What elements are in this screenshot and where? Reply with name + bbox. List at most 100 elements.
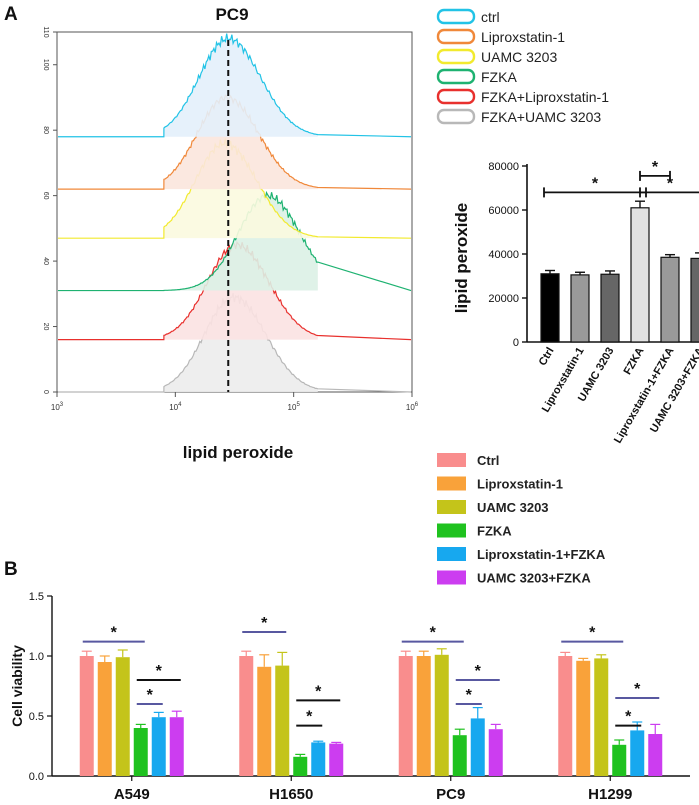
viability-category-label: H1650: [269, 786, 313, 803]
viability-bar: [79, 656, 94, 776]
viability-legend-label: FZKA: [477, 524, 512, 539]
histogram-x-tick-label: 103: [51, 402, 64, 412]
viability-bar: [648, 734, 663, 776]
viability-significance-star: *: [634, 681, 641, 698]
histogram-legend-label: FZKA: [481, 69, 517, 85]
histogram-legend-swatch: [436, 68, 476, 85]
viability-bar: [257, 666, 272, 776]
lipid-bar-significance-star: *: [667, 175, 674, 192]
viability-bar: [630, 730, 645, 776]
histogram-y-tick-label: 60: [42, 192, 49, 200]
viability-legend-swatch: [437, 476, 466, 491]
viability-legend-label: UAMC 3203+FZKA: [477, 571, 591, 586]
viability-legend-label: Liproxstatin-1: [477, 477, 563, 492]
viability-significance-star: *: [111, 625, 118, 642]
viability-significance-star: *: [156, 663, 163, 680]
viability-y-tick-label: 1.5: [29, 591, 44, 603]
viability-bar: [576, 660, 591, 776]
tick-exponent: 3: [60, 402, 64, 408]
lipid-bar-y-tick-label: 20000: [488, 293, 519, 305]
viability-significance-star: *: [475, 663, 482, 680]
viability-bar: [434, 654, 449, 776]
viability-legend-swatch: [437, 547, 466, 561]
histogram-fill-1: [163, 95, 318, 190]
viability-bar: [239, 656, 254, 776]
viability-bar: [594, 658, 609, 776]
histogram-legend-swatch: [436, 28, 476, 45]
viability-significance-star: *: [306, 709, 313, 726]
viability-legend-swatch: [437, 523, 466, 538]
viability-bar: [452, 735, 467, 776]
viability-significance-star: *: [261, 615, 268, 632]
tick-base: 10: [169, 403, 178, 412]
histogram-fill-0: [163, 33, 318, 137]
histogram-legend-swatch: [436, 88, 476, 105]
tick-exponent: 5: [296, 402, 300, 408]
viability-bar: [115, 657, 130, 776]
viability-bar: [416, 656, 431, 776]
viability-significance-star: *: [147, 687, 154, 704]
lipid-bar-y-tick-label: 60000: [488, 205, 519, 217]
histogram-legend-label: UAMC 3203: [481, 49, 557, 65]
viability-bar: [612, 744, 627, 776]
lipid-bar-y-tick-label: 80000: [488, 161, 519, 173]
histogram-y-tick-label: 20: [42, 323, 49, 331]
lipid-bar-ylabel: lipid peroxide: [452, 203, 471, 314]
lipid-bar-bar: [540, 273, 560, 343]
lipid-bar-chart: 020000400006000080000CtrlLiproxstatin-1U…: [488, 159, 699, 445]
histogram-line-0: [58, 33, 412, 138]
histogram-y-tick-label: 40: [42, 257, 49, 265]
viability-bar: [133, 728, 148, 776]
lipid-bar-bar: [630, 207, 650, 343]
lipid-bar-bar: [690, 257, 699, 343]
viability-bar: [558, 656, 573, 776]
histogram-legend-label: FZKA+UAMC 3203: [481, 109, 601, 125]
viability-bar: [275, 665, 290, 776]
histogram-y-tick-label: 110: [42, 26, 49, 37]
viability-bar: [293, 756, 308, 776]
tick-base: 10: [288, 403, 297, 412]
histogram-legend-label: Liproxstatin-1: [481, 29, 565, 45]
lipid-bar-bar: [570, 274, 590, 343]
histogram-y-tick-label: 0: [42, 390, 49, 394]
viability-legend-swatch: [437, 570, 466, 585]
viability-category-label: H1299: [588, 786, 632, 803]
viability-significance-star: *: [430, 625, 437, 642]
viability-legend-label: UAMC 3203: [477, 500, 549, 515]
tick-base: 10: [51, 403, 60, 412]
viability-legend-swatch: [437, 500, 466, 514]
viability-significance-star: *: [589, 625, 596, 642]
lipid-bar-category-label: Ctrl: [537, 346, 557, 368]
histogram-legend-swatch: [436, 8, 476, 25]
histogram-y-tick-label: 100: [42, 59, 49, 71]
viability-category-label: A549: [114, 786, 150, 803]
viability-bar: [398, 656, 413, 776]
viability-legend-label: Ctrl: [477, 453, 499, 468]
viability-legend-swatch: [437, 453, 466, 467]
panel-label-a: A: [4, 4, 18, 25]
viability-category-label: PC9: [436, 786, 465, 803]
histogram-title: PC9: [215, 5, 248, 24]
histogram-fill-5: [163, 293, 318, 392]
lipid-bar-bar: [660, 256, 680, 343]
viability-significance-star: *: [466, 687, 473, 704]
histogram-legend-swatch: [436, 108, 476, 125]
viability-bar: [470, 718, 485, 776]
histogram-xlabel: lipid peroxide: [183, 443, 294, 462]
lipid-bar-y-tick-label: 0: [513, 337, 519, 349]
panel-label-b: B: [4, 559, 18, 580]
histogram-fill-4: [163, 242, 318, 340]
viability-y-tick-label: 0.5: [29, 711, 44, 723]
histogram-legend-swatch: [436, 48, 476, 65]
tick-exponent: 4: [178, 402, 182, 408]
tick-exponent: 6: [415, 402, 419, 408]
lipid-bar-significance-star: *: [592, 175, 599, 192]
viability-y-tick-label: 0.0: [29, 771, 44, 783]
viability-bar: [151, 717, 166, 776]
lipid-bar-category-label: FZKA: [622, 345, 647, 376]
histogram-y-tick-label: 80: [42, 126, 49, 134]
histogram-x-tick-label: 104: [169, 402, 182, 412]
